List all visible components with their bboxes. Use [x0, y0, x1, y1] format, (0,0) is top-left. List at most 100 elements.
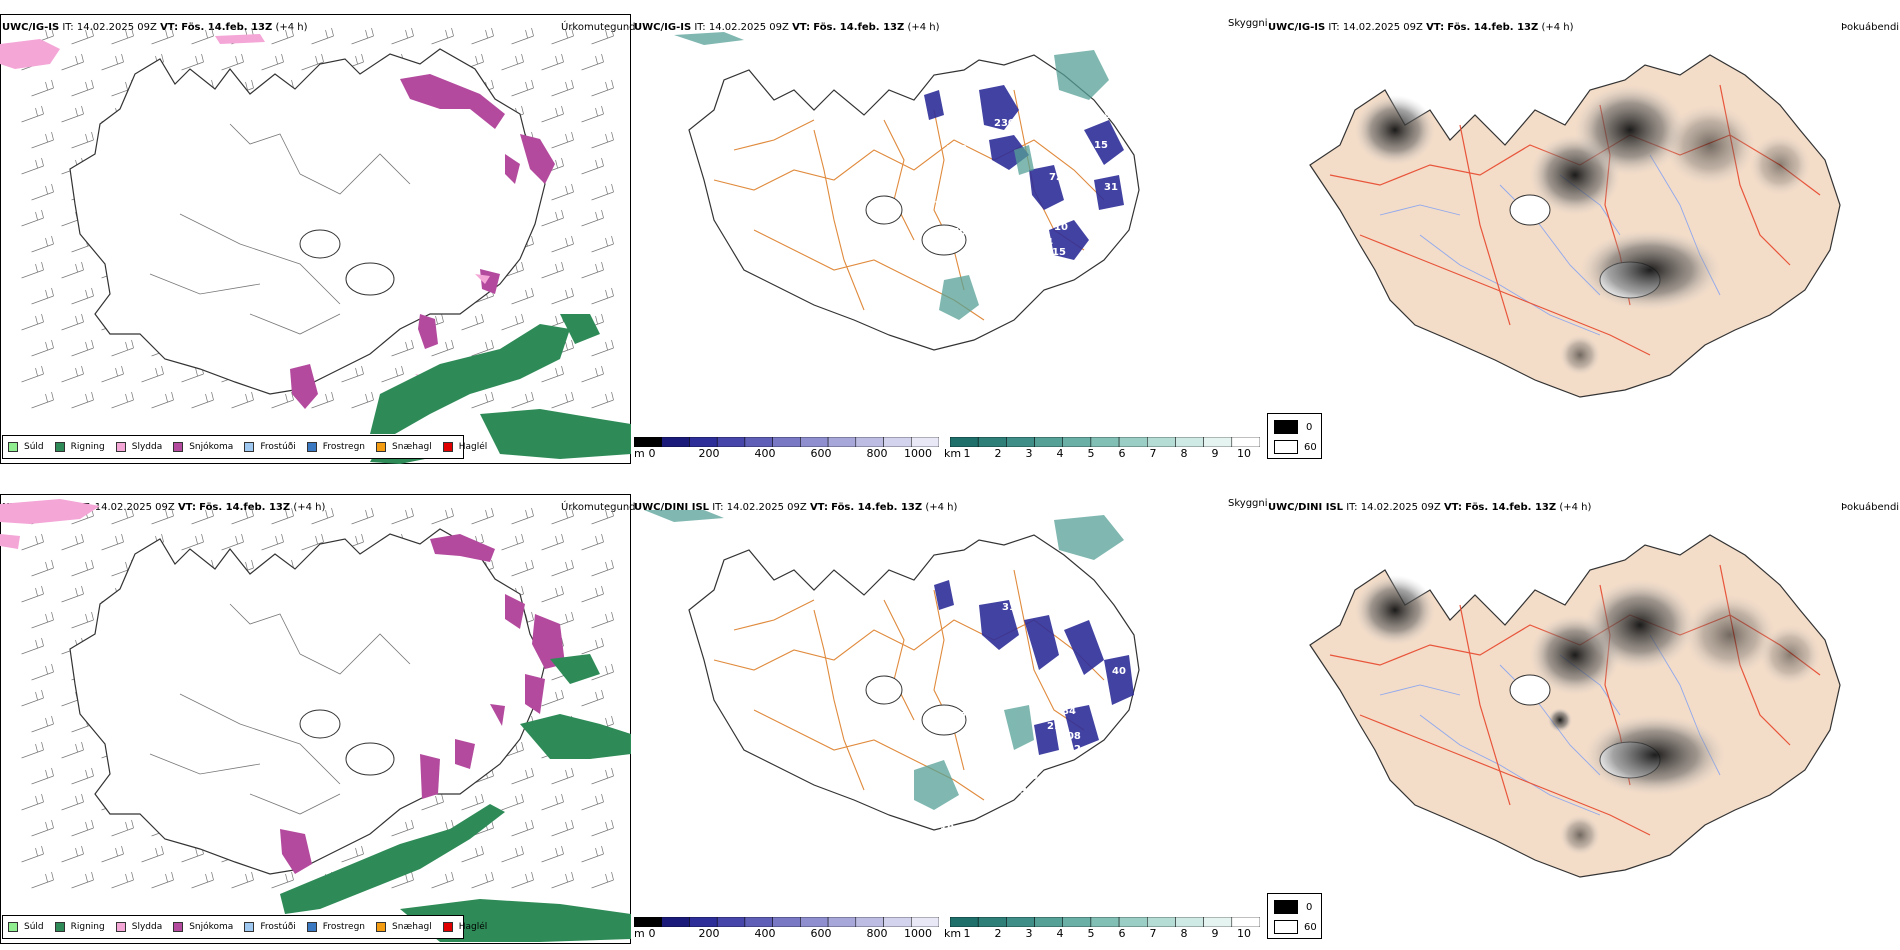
iceland-coastline [688, 54, 1140, 351]
cover-label: 0 [1306, 902, 1313, 913]
legend-swatch-snow [173, 922, 184, 932]
init-time-label: IT: [712, 502, 724, 513]
colorbar-segment [772, 437, 801, 447]
wind-barb [21, 689, 44, 707]
wind-barb [431, 339, 454, 357]
wind-barb [591, 183, 614, 201]
tick-label: 200 [698, 927, 720, 940]
cover-label: 60 [1304, 442, 1317, 453]
legend-item: Frostregn [306, 922, 366, 932]
wind-barb [21, 365, 44, 383]
wind-barb [391, 339, 414, 357]
valid-time-label: VT: [177, 502, 196, 513]
wind-barb [191, 507, 214, 525]
wind-barb [111, 27, 134, 45]
tick-label: 0 [648, 927, 656, 940]
legend-label: Frostúði [260, 922, 296, 932]
model-name: UWC/IG-IS [1268, 22, 1326, 33]
legend-swatch-sleet [115, 442, 126, 452]
wind-barb [541, 261, 564, 279]
lead-time: (+4 h) [907, 22, 940, 33]
wind-barb [31, 611, 54, 629]
wind-barb [71, 559, 94, 577]
legend-item: Snjókoma [173, 922, 233, 932]
panel-title-fog: Þokuábendi [1841, 502, 1900, 513]
valid-time-label: VT: [160, 22, 179, 33]
ceiling-unit: m [634, 447, 645, 460]
wind-barb [511, 79, 534, 97]
wind-barb [61, 533, 84, 551]
fog-cover-legend: 0 60 [1267, 413, 1322, 459]
visibility-value-label: 15 [1037, 756, 1051, 767]
panel-title-precip-type: Úrkomutegund [561, 502, 636, 513]
wind-barb [591, 27, 614, 45]
wind-barb [501, 313, 524, 331]
forecast-header: UWC/DINI ISL IT: 14.02.2025 09Z VT: Fös.… [1268, 502, 1591, 513]
tick-label: 6 [1118, 447, 1126, 460]
wind-barb [511, 507, 534, 525]
colorbar-segment [1203, 917, 1233, 927]
cover-swatch-white [1274, 920, 1298, 934]
wind-barb [111, 391, 134, 409]
legend-item: Súld [8, 922, 44, 932]
wind-barb [31, 287, 54, 305]
legend-swatch-hail [442, 922, 453, 932]
wind-barb [581, 365, 604, 383]
colorbar-segment [800, 917, 829, 927]
precip-type-map-frame [0, 494, 631, 944]
visibility-value-label: 127 [977, 666, 998, 677]
visibility-value-label: 131 [1059, 260, 1080, 271]
wind-barb [551, 79, 574, 97]
legend-label: Frostregn [322, 442, 366, 452]
colorbar-segment [772, 917, 801, 927]
visibility-value-label: 12 [1067, 744, 1081, 755]
tick-label: 5 [1087, 927, 1095, 940]
wind-barb [71, 131, 94, 149]
valid-time: Fös. 14.feb. 13Z [181, 22, 273, 33]
legend-label: Snæhagl [392, 922, 432, 932]
init-time-label: IT: [1328, 22, 1340, 33]
cover-swatch-black [1274, 900, 1298, 914]
colorbar-segment [661, 437, 690, 447]
visibility-value-label: 16 [1016, 287, 1030, 298]
wind-barb [71, 339, 94, 357]
legend-label: Frostregn [322, 922, 366, 932]
wind-barb [31, 767, 54, 785]
legend-swatch-rain [54, 922, 65, 932]
wind-barb [541, 209, 564, 227]
wind-barb [511, 871, 534, 889]
colorbar-segment [977, 917, 1007, 927]
wind-barb [31, 715, 54, 733]
tick-label: 10 [1237, 927, 1251, 940]
wind-barb [581, 157, 604, 175]
wind-barb [261, 53, 284, 71]
wind-barb [111, 339, 134, 357]
precip-type-map [0, 27, 631, 464]
legend-item: Rigning [54, 922, 105, 932]
cover-swatch-black [1274, 420, 1298, 434]
wind-barb [551, 287, 574, 305]
visibility-value-label: 310 [972, 554, 993, 565]
wind-barb [61, 105, 84, 123]
colorbar-segment [1090, 437, 1120, 447]
init-time: 14.02.2025 09Z [708, 22, 789, 33]
wind-barb [71, 391, 94, 409]
wind-barb [311, 507, 334, 525]
wind-barb [181, 533, 204, 551]
wind-barb [551, 871, 574, 889]
tick-label: 7 [1149, 447, 1157, 460]
visibility-labels: 273 128 108 230 89 20 118 126 15 72 31 75 125 23 10 79 1… [894, 70, 1118, 358]
wind-barb [541, 53, 564, 71]
tick-label: 8 [1180, 927, 1188, 940]
wind-barb [511, 27, 534, 45]
visibility-value-label: 350 [1020, 786, 1041, 797]
wind-barb [71, 767, 94, 785]
wind-barb [431, 871, 454, 889]
visibility-value-label: 108 [946, 144, 967, 155]
legend-label: Haglél [458, 442, 488, 452]
cover-label: 0 [1306, 422, 1313, 433]
colorbar-segment [855, 917, 884, 927]
tick-label: 800 [866, 927, 888, 940]
iceland-coastline [688, 534, 1140, 831]
wind-barb [71, 287, 94, 305]
